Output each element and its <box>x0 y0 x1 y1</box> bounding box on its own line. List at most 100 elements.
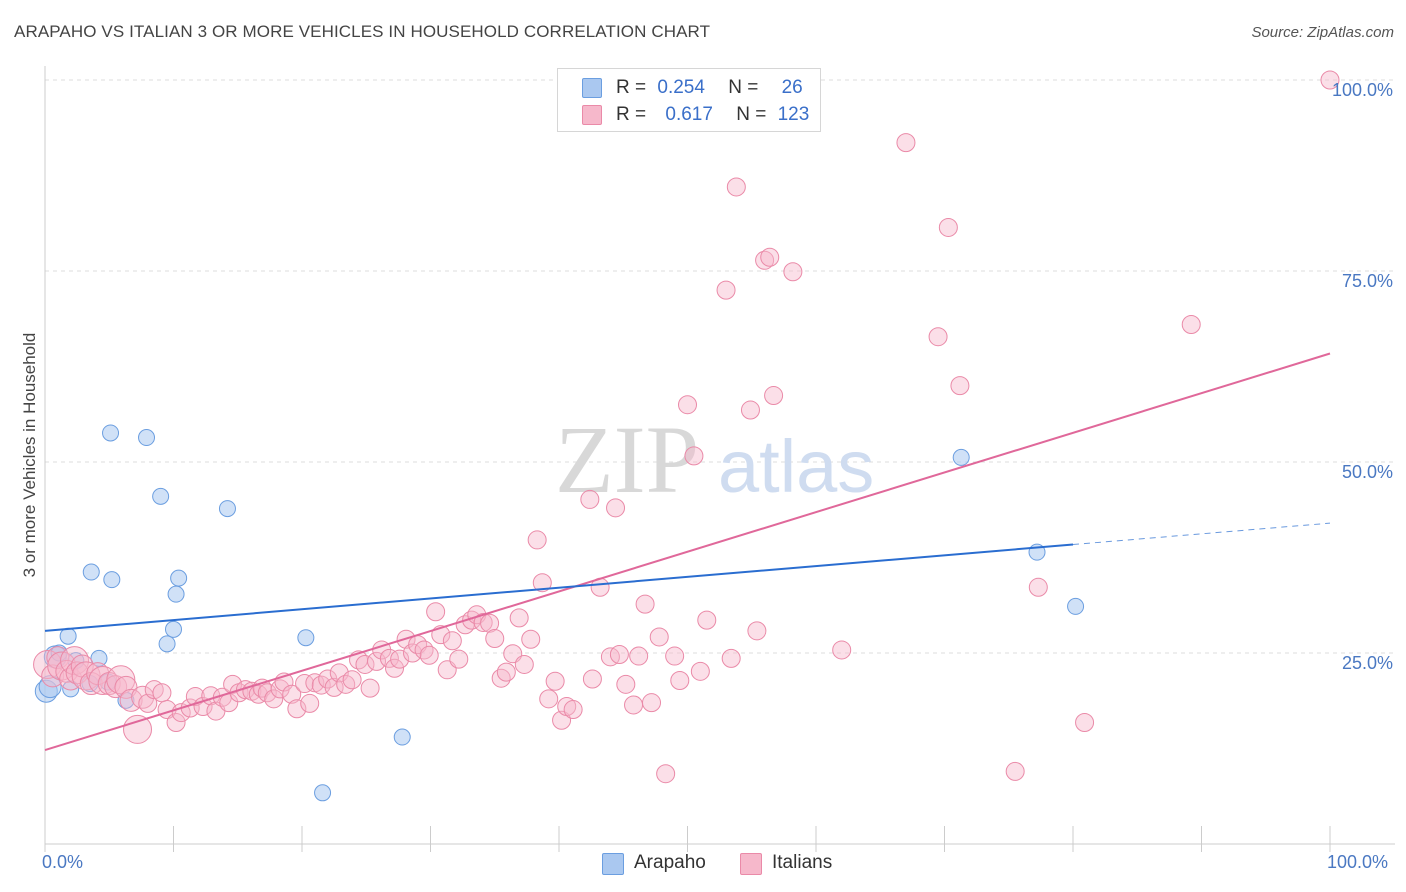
italians-point <box>496 662 516 682</box>
italians-point <box>449 649 469 669</box>
italians-point <box>563 700 583 720</box>
italians-point <box>367 651 387 671</box>
chart-title: ARAPAHO VS ITALIAN 3 OR MORE VEHICLES IN… <box>14 22 711 41</box>
italians-point <box>635 594 655 614</box>
italians-point <box>950 376 970 396</box>
italians-point <box>938 217 958 237</box>
italians-point <box>485 628 505 648</box>
italians-point <box>1181 314 1201 334</box>
arapaho-point <box>152 487 170 505</box>
x-tick-max: 100.0% <box>1327 852 1389 872</box>
italians-point <box>726 177 746 197</box>
italians-n-value: 123 <box>777 104 810 125</box>
y-tick-label: 75.0% <box>1342 271 1393 291</box>
italians-label: Italians <box>772 852 833 873</box>
italians-point <box>755 250 775 270</box>
italians-point <box>185 687 205 707</box>
italians-point <box>642 693 662 713</box>
italians-point <box>716 280 736 300</box>
italians-point <box>514 654 534 674</box>
italians-point <box>491 668 511 688</box>
italians-point <box>580 489 600 509</box>
watermark: ZIP atlas <box>555 406 874 513</box>
italians-trend-line <box>44 352 1331 751</box>
italians-point <box>649 627 669 647</box>
axes <box>44 66 1395 852</box>
italians-point <box>509 608 529 628</box>
italians-point <box>385 658 405 678</box>
arapaho-point <box>1067 597 1085 615</box>
legend-n-label: N = <box>728 77 759 98</box>
arapaho-trend-extension <box>1072 522 1331 546</box>
arapaho-swatch <box>582 78 602 98</box>
italians-point <box>71 661 101 691</box>
italians-point <box>390 649 410 669</box>
italians-point <box>119 688 143 712</box>
italians-point <box>609 645 629 665</box>
arapaho-point <box>82 563 100 581</box>
italians-point <box>166 713 186 733</box>
italians-point <box>106 665 136 695</box>
arapaho-point <box>90 649 108 667</box>
y-tick-label: 100.0% <box>1332 80 1393 100</box>
italians-point <box>1075 713 1095 733</box>
legend-r-label: R = <box>616 77 647 98</box>
italians-point <box>123 714 153 744</box>
italians-point <box>539 689 559 709</box>
italians-point <box>287 699 307 719</box>
legend-r-label: R = <box>616 104 647 125</box>
italians-point <box>442 631 462 651</box>
italians-point <box>41 664 65 688</box>
y-tick-label: 25.0% <box>1342 653 1393 673</box>
trend-lines <box>44 352 1331 751</box>
italians-point <box>426 602 446 622</box>
italians-point <box>282 684 302 704</box>
italians-point <box>721 648 741 668</box>
italians-point <box>783 262 803 282</box>
italians-point <box>342 670 362 690</box>
italians-point <box>414 640 434 660</box>
arapaho-n-value: 26 <box>781 77 803 98</box>
italians-point <box>171 703 191 723</box>
italians-point <box>419 645 439 665</box>
italians-point <box>656 764 676 784</box>
italians-swatch <box>740 853 762 875</box>
arapaho-point <box>167 585 185 603</box>
italians-point <box>1320 70 1340 90</box>
arapaho-point <box>158 635 176 653</box>
italians-point <box>144 680 164 700</box>
italians-point <box>104 675 128 699</box>
y-tick-label: 50.0% <box>1342 462 1393 482</box>
italians-point <box>235 680 255 700</box>
italians-swatch <box>582 105 602 125</box>
italians-point <box>629 646 649 666</box>
arapaho-point <box>165 620 182 638</box>
italians-point <box>545 671 565 691</box>
italians-point <box>360 678 380 698</box>
y-tick-labels: 25.0% 50.0% 75.0% 100.0% <box>1332 80 1393 673</box>
italians-point <box>624 695 644 715</box>
arapaho-point <box>59 627 77 645</box>
italians-point <box>606 498 626 518</box>
arapaho-r-value: 0.254 <box>657 77 705 98</box>
italians-point <box>300 693 320 713</box>
arapaho-label: Arapaho <box>634 852 706 873</box>
italians-point <box>616 674 636 694</box>
watermark-atlas: atlas <box>718 425 874 508</box>
x-tick-min: 0.0% <box>42 852 84 872</box>
italians-point <box>324 677 344 697</box>
gridlines <box>45 79 1395 654</box>
arapaho-point <box>218 500 236 518</box>
arapaho-point <box>62 680 80 698</box>
italians-point <box>355 654 375 674</box>
arapaho-point <box>138 429 156 447</box>
arapaho-point <box>314 784 332 802</box>
italians-point <box>379 648 399 668</box>
italians-point <box>747 621 767 641</box>
arapaho-point <box>102 424 120 442</box>
italians-point <box>896 133 916 153</box>
italians-point <box>527 530 547 550</box>
italians-point <box>678 395 697 415</box>
italians-point <box>264 689 284 709</box>
